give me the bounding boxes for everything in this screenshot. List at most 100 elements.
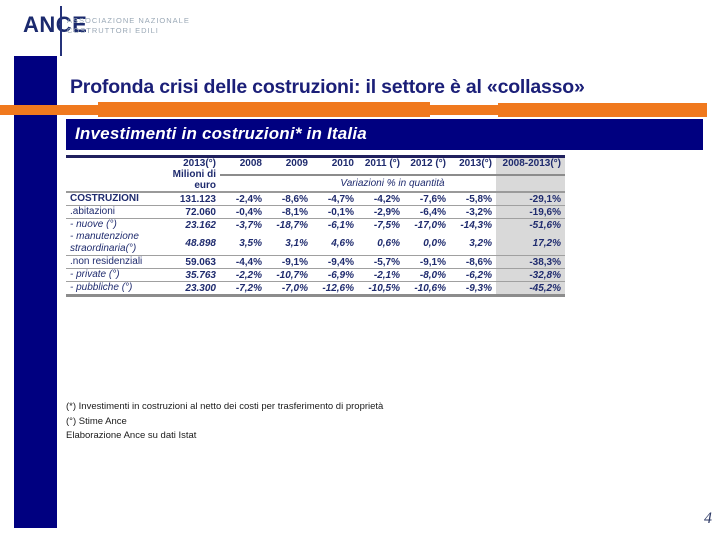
- cell-milioni: 35.763: [185, 269, 216, 281]
- cell-milioni: 23.300: [185, 282, 216, 294]
- cell-pct: -9,1%: [419, 256, 446, 268]
- cell-pct: -7,5%: [373, 219, 400, 231]
- cell-total: -38,3%: [496, 255, 565, 269]
- cell-pct: 4,6%: [331, 237, 354, 249]
- cell-pct: -8,6%: [465, 256, 492, 268]
- year-header-total: 2008-2013(°): [496, 156, 565, 176]
- row-label: - nuove (°): [70, 219, 117, 230]
- table-row: - private (°) 35.763 -2,2% -10,7% -6,9% -2,1%…: [66, 268, 565, 282]
- year-header: 2012 (°): [404, 156, 450, 176]
- cell-pct: -17,0%: [414, 219, 446, 231]
- row-label: - pubbliche (°): [70, 282, 133, 293]
- unit-header-line: euro: [194, 180, 216, 191]
- cell-total: -19,6%: [496, 205, 565, 219]
- table-row: .abitazioni 72.060 -0,4% -8,1% -0,1% -2,9% -6,…: [66, 205, 565, 219]
- year-header: 2009: [266, 156, 312, 176]
- cell-milioni: 59.063: [185, 256, 216, 268]
- cell-pct: -4,4%: [235, 256, 262, 268]
- footnote-line: (°) Stime Ance: [66, 415, 127, 427]
- row-label: - manutenzione straordinaria(°): [70, 231, 139, 254]
- cell-pct: -2,2%: [235, 269, 262, 281]
- cell-total: -45,2%: [496, 281, 565, 296]
- orange-divider-segment: [498, 103, 707, 117]
- cell-total: -32,8%: [496, 268, 565, 282]
- year-header: 2010: [312, 156, 358, 176]
- table-body: COSTRUZIONI 131.123 -2,4% -8,6% -4,7% -4,2% -7…: [66, 192, 565, 296]
- cell-pct: -6,1%: [327, 219, 354, 231]
- cell-pct: -18,7%: [276, 219, 308, 231]
- cell-pct: -0,1%: [327, 206, 354, 218]
- logo-divider: [60, 6, 62, 56]
- cell-total: -29,1%: [496, 192, 565, 206]
- cell-pct: -9,1%: [281, 256, 308, 268]
- cell-pct: -3,7%: [235, 219, 262, 231]
- year-header: 2008: [220, 156, 266, 176]
- cell-pct: 0,0%: [423, 237, 446, 249]
- left-accent-bar: [14, 56, 57, 528]
- cell-pct: 3,5%: [239, 237, 262, 249]
- unit-header-line: Milioni di: [172, 169, 216, 180]
- unit-header: 2013(°) Milioni di euro: [160, 156, 220, 193]
- orange-divider: [0, 102, 707, 117]
- cell-pct: -6,2%: [465, 269, 492, 281]
- cell-pct: -3,2%: [465, 206, 492, 218]
- cell-pct: -10,7%: [276, 269, 308, 281]
- cell-pct: -12,6%: [322, 282, 354, 294]
- cell-pct: -7,6%: [419, 193, 446, 205]
- cell-pct: -7,0%: [281, 282, 308, 294]
- unit-header-line: 2013(°): [183, 158, 216, 169]
- cell-pct: -9,4%: [327, 256, 354, 268]
- page-number: 4: [704, 510, 712, 527]
- cell-pct: -0,4%: [235, 206, 262, 218]
- cell-pct: -5,7%: [373, 256, 400, 268]
- cell-pct: -2,4%: [235, 193, 262, 205]
- footnote-line: (*) Investimenti in costruzioni al netto…: [66, 401, 384, 412]
- cell-pct: -2,1%: [373, 269, 400, 281]
- cell-total: -51,6%: [496, 218, 565, 231]
- table-head: 2013(°) Milioni di euro 2008 2009 2010 2…: [66, 156, 565, 194]
- table-row: - nuove (°) 23.162 -3,7% -18,7% -6,1% -7,5% -1…: [66, 218, 565, 231]
- cell-pct: -8,0%: [419, 269, 446, 281]
- cell-total: 17,2%: [496, 231, 565, 256]
- slide-title: Profonda crisi delle costruzioni: il set…: [70, 76, 585, 98]
- cell-milioni: 48.898: [185, 237, 216, 249]
- subheader-variazioni: Variazioni % in quantità: [220, 174, 565, 194]
- logo-subtitle-line1: ASSOCIAZIONE NAZIONALE: [67, 16, 190, 25]
- cell-pct: -4,2%: [373, 193, 400, 205]
- year-header: 2011 (°): [358, 156, 404, 176]
- table-row: .non residenziali 59.063 -4,4% -9,1% -9,4% -5…: [66, 255, 565, 269]
- cell-pct: -9,3%: [465, 282, 492, 294]
- table-row: - pubbliche (°) 23.300 -7,2% -7,0% -12,6% -10…: [66, 281, 565, 296]
- row-label: - private (°): [70, 269, 120, 280]
- cell-pct: -10,5%: [368, 282, 400, 294]
- cell-pct: -6,4%: [419, 206, 446, 218]
- cell-pct: -2,9%: [373, 206, 400, 218]
- ance-logo-text: ANCE: [23, 12, 88, 37]
- cell-milioni: 23.162: [185, 219, 216, 231]
- row-label: COSTRUZIONI: [70, 193, 139, 204]
- cell-pct: -6,9%: [327, 269, 354, 281]
- cell-pct: -8,1%: [281, 206, 308, 218]
- logo-subtitle: ASSOCIAZIONE NAZIONALE COSTRUTTORI EDILI: [67, 16, 190, 36]
- investments-table: 2013(°) Milioni di euro 2008 2009 2010 2…: [66, 155, 565, 297]
- banner-label: Investimenti in costruzioni* in Italia: [75, 124, 367, 143]
- cell-pct: -7,2%: [235, 282, 262, 294]
- cell-milioni: 131.123: [179, 193, 216, 205]
- year-header: 2013(°): [450, 156, 496, 176]
- table-row: - manutenzione straordinaria(°) 48.898 3,5…: [66, 231, 565, 256]
- cell-pct: -5,8%: [465, 193, 492, 205]
- cell-pct: 3,1%: [285, 237, 308, 249]
- empty-header-cell: [66, 156, 160, 193]
- section-banner: Investimenti in costruzioni* in Italia: [66, 119, 703, 150]
- footnotes-block: (*) Investimenti in costruzioni al netto…: [66, 400, 626, 444]
- cell-pct: -8,6%: [281, 193, 308, 205]
- table-header-row: 2013(°) Milioni di euro 2008 2009 2010 2…: [66, 156, 565, 193]
- cell-milioni: 72.060: [185, 206, 216, 218]
- cell-pct: -4,7%: [327, 193, 354, 205]
- row-label: .abitazioni: [70, 206, 116, 217]
- table-subheader-row: Variazioni % in quantità: [66, 174, 565, 194]
- logo-subtitle-line2: COSTRUTTORI EDILI: [67, 26, 159, 35]
- footnote-line: Elaborazione Ance su dati Istat: [66, 430, 197, 441]
- cell-pct: -14,3%: [460, 219, 492, 231]
